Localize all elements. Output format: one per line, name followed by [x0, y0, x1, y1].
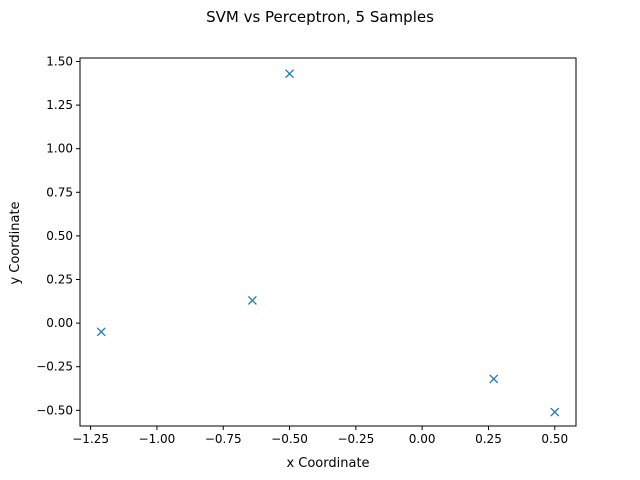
plot-area: −1.25 −1.00 −0.75 −0.50 −0.25 0.00 0.25 0.50 −0.…: [36, 54, 577, 446]
x-tick-label: −1.00: [139, 432, 176, 446]
point-marker-stroke: [285, 69, 294, 79]
y-tick-label: −0.25: [36, 360, 73, 374]
data-point: [96, 327, 106, 337]
x-tick-label: 0.00: [409, 432, 436, 446]
data-point: [550, 407, 560, 417]
point-marker-stroke: [247, 295, 257, 305]
data-point: [247, 295, 257, 305]
chart-title: SVM vs Perceptron, 5 Samples: [206, 8, 434, 26]
x-tick-label: −0.25: [337, 432, 374, 446]
x-tick-label: −0.50: [271, 432, 308, 446]
y-tick-label: 0.25: [46, 272, 73, 286]
x-tick-label: 0.50: [541, 432, 568, 446]
y-tick-label: 1.00: [46, 142, 73, 156]
x-tick-label: 0.25: [475, 432, 502, 446]
data-point: [489, 374, 499, 384]
y-tick-label: 1.50: [46, 54, 73, 68]
x-axis-label: x Coordinate: [286, 456, 369, 471]
y-tick-label: 0.00: [46, 316, 73, 330]
y-tick-label: 0.50: [46, 229, 73, 243]
y-tick-label: −0.50: [36, 403, 73, 417]
y-tick-label: 1.25: [46, 98, 73, 112]
x-tick-label: −0.75: [205, 432, 242, 446]
plot-frame: [79, 57, 577, 427]
x-tick-label: −1.25: [72, 432, 109, 446]
point-marker-stroke: [96, 327, 106, 337]
data-point: [285, 69, 294, 79]
point-marker-stroke: [489, 374, 499, 384]
y-tick-label: 0.75: [46, 185, 73, 199]
point-marker-stroke: [550, 407, 560, 417]
y-axis-label: y Coordinate: [8, 201, 23, 284]
